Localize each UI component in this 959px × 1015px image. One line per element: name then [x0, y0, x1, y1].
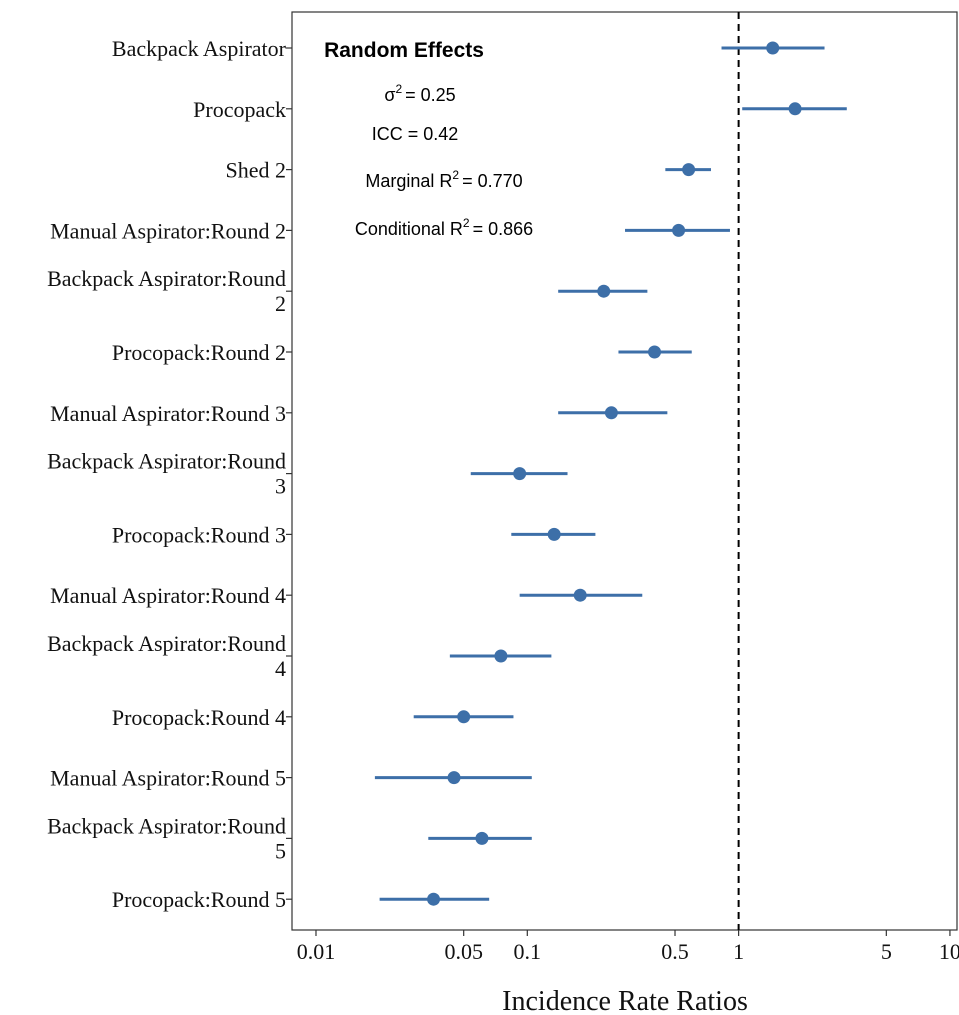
- estimate-point: [648, 345, 662, 359]
- y-tick-label: Procopack:Round 4: [112, 705, 286, 730]
- y-tick-label: Backpack Aspirator:Round 5: [47, 813, 286, 863]
- x-tick-label: 0.01: [297, 939, 336, 964]
- y-tick-label: Backpack Aspirator:Round 2: [47, 266, 286, 316]
- plot-panel: [291, 11, 958, 931]
- estimate-point: [672, 223, 686, 237]
- x-tick-label: 10: [939, 939, 959, 964]
- y-tick-label: Procopack:Round 3: [112, 522, 286, 547]
- estimate-point: [547, 527, 561, 541]
- x-axis-title: Incidence Rate Ratios: [502, 986, 748, 1015]
- y-axis: Backpack Aspirator Procopack Shed 2 Manual …: [47, 36, 292, 912]
- annotation-title: Random Effects: [324, 39, 484, 62]
- data-marks: [374, 41, 847, 906]
- x-tick-label: 0.5: [661, 939, 689, 964]
- estimate-point: [457, 710, 471, 724]
- estimate-point: [766, 41, 780, 55]
- annotation-icc: ICC = 0.42: [372, 124, 459, 144]
- x-axis: 0.01 0.05 0.1 0.5 1 5 10: [297, 930, 959, 964]
- x-tick-label: 0.1: [514, 939, 542, 964]
- estimate-point: [513, 467, 527, 481]
- annotation-sigma2: σ2 = 0.25: [384, 82, 455, 105]
- estimate-point: [682, 163, 696, 177]
- y-tick-label: Manual Aspirator:Round 2: [50, 218, 286, 243]
- y-tick-label: Procopack: [193, 97, 286, 122]
- y-tick-label: Shed 2: [226, 158, 287, 183]
- estimate-point: [494, 649, 508, 663]
- estimate-point: [597, 284, 611, 298]
- y-tick-label: Manual Aspirator:Round 4: [50, 583, 286, 608]
- y-tick-label: Backpack Aspirator: [112, 36, 287, 61]
- estimate-point: [475, 831, 489, 845]
- estimate-point: [573, 588, 587, 602]
- estimate-point: [427, 892, 441, 906]
- x-tick-label: 0.05: [444, 939, 483, 964]
- y-tick-label: Manual Aspirator:Round 5: [50, 766, 286, 791]
- x-tick-label: 1: [733, 939, 744, 964]
- y-tick-label: Backpack Aspirator:Round 4: [47, 631, 286, 681]
- y-tick-label: Manual Aspirator:Round 3: [50, 401, 286, 426]
- random-effects-annotation: Random Effects σ2 = 0.25 ICC = 0.42 Margi…: [324, 39, 533, 239]
- annotation-marginal-r2: Marginal R2 = 0.770: [365, 168, 522, 191]
- annotation-conditional-r2: Conditional R2 = 0.866: [355, 216, 533, 239]
- estimate-point: [788, 102, 802, 116]
- x-tick-label: 5: [881, 939, 892, 964]
- estimate-point: [604, 406, 618, 420]
- y-tick-label: Procopack:Round 5: [112, 887, 286, 912]
- y-tick-label: Backpack Aspirator:Round 3: [47, 449, 286, 499]
- estimate-point: [447, 771, 461, 785]
- y-tick-label: Procopack:Round 2: [112, 340, 286, 365]
